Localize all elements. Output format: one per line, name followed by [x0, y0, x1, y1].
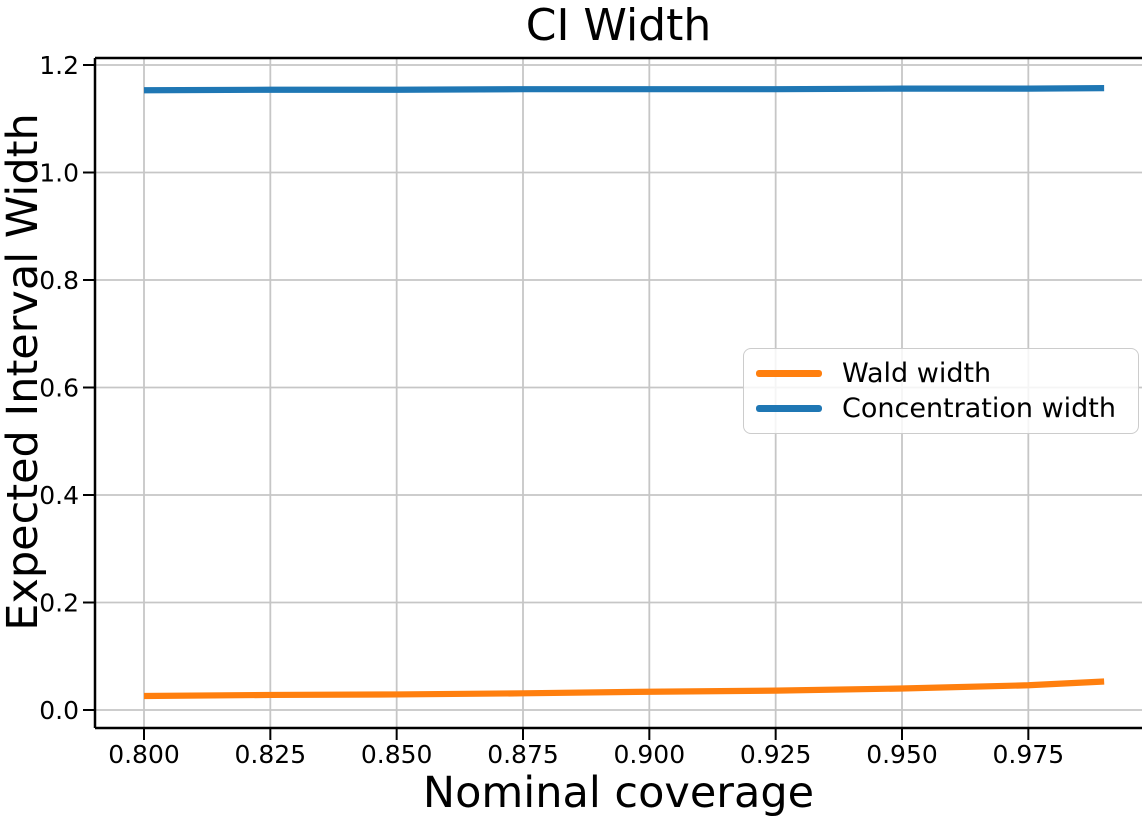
concentration-width-line — [143, 85, 1105, 94]
x-tick-label: 0.800 — [108, 740, 180, 769]
y-tick-label: 1.2 — [39, 51, 79, 80]
wald-width-line — [143, 678, 1105, 700]
y-tick-label: 0.4 — [39, 481, 79, 510]
x-tick-label: 0.825 — [235, 740, 307, 769]
x-tick-label: 0.850 — [361, 740, 433, 769]
y-tick-label: 0.0 — [39, 696, 79, 725]
chart-title: CI Width — [525, 0, 712, 51]
y-tick-label: 0.6 — [39, 374, 79, 403]
legend: Wald width Concentration width — [743, 348, 1139, 434]
x-tick-label: 0.900 — [614, 740, 686, 769]
legend-label-wald: Wald width — [842, 357, 992, 389]
x-tick-label: 0.875 — [487, 740, 559, 769]
x-tick-label: 0.975 — [993, 740, 1065, 769]
legend-item-concentration: Concentration width — [756, 393, 1126, 424]
x-tick-label: 0.925 — [740, 740, 812, 769]
concentration-line-swatch — [756, 405, 822, 413]
y-axis-label: Expected Interval Width — [0, 113, 48, 631]
legend-item-wald: Wald width — [756, 358, 1126, 389]
x-tick-label: 0.950 — [866, 740, 938, 769]
y-tick-label: 0.8 — [39, 266, 79, 295]
x-axis-label: Nominal coverage — [422, 768, 815, 818]
y-tick-label: 1.0 — [39, 159, 79, 188]
legend-label-concentration: Concentration width — [842, 393, 1117, 425]
y-tick-label: 0.2 — [39, 589, 79, 618]
wald-line-swatch — [756, 369, 822, 377]
